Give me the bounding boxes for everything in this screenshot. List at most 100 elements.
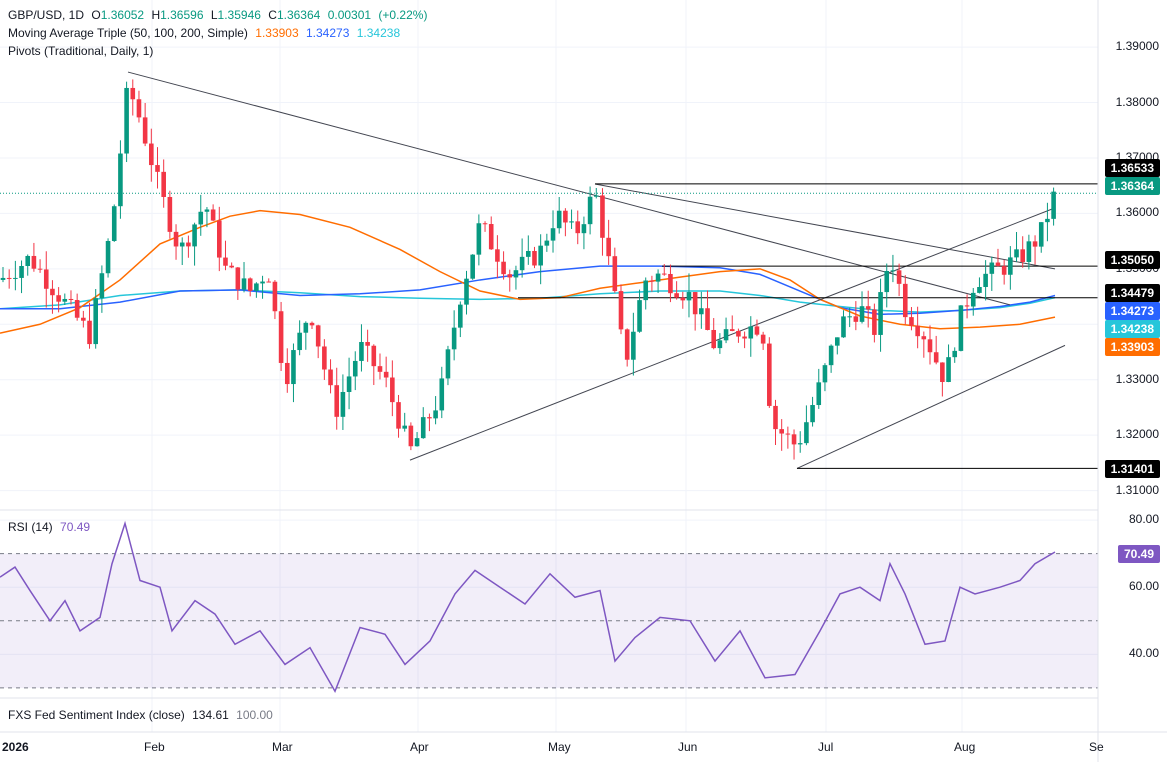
candle[interactable] [371,344,377,386]
candle[interactable] [334,367,340,430]
candle[interactable] [167,190,173,239]
candle[interactable] [377,353,383,380]
candle[interactable] [532,246,537,269]
candle[interactable] [284,348,290,393]
candle[interactable] [458,301,463,338]
candle[interactable] [74,293,80,321]
candle[interactable] [841,310,846,338]
candle[interactable] [915,306,920,349]
candle[interactable] [853,301,859,331]
candle[interactable] [241,262,247,293]
candle[interactable] [291,343,296,403]
candle[interactable] [865,290,871,328]
candle[interactable] [340,374,346,430]
candle[interactable] [810,396,815,427]
candle[interactable] [940,362,945,397]
candle[interactable] [742,331,747,349]
candle[interactable] [179,237,185,266]
candle[interactable] [902,275,908,325]
candle[interactable] [445,345,451,386]
candle[interactable] [408,422,414,451]
candle[interactable] [686,273,692,318]
candle[interactable] [37,259,43,273]
candle[interactable] [797,431,803,453]
candle[interactable] [470,254,475,280]
candle[interactable] [767,337,772,408]
candle[interactable] [668,264,673,303]
candle[interactable] [631,312,636,376]
candle[interactable] [600,188,605,256]
candle[interactable] [804,405,809,446]
candle[interactable] [828,344,834,373]
candle[interactable] [303,321,309,350]
candle[interactable] [278,301,284,372]
candle[interactable] [890,254,896,283]
candle[interactable] [204,207,210,228]
candle[interactable] [952,347,958,363]
candle[interactable] [964,294,970,319]
candle[interactable] [773,399,778,445]
candle[interactable] [970,287,976,316]
candle[interactable] [1032,235,1038,265]
candle[interactable] [322,339,327,380]
candle[interactable] [464,270,469,315]
candle[interactable] [847,307,852,328]
candle[interactable] [593,187,599,199]
candle[interactable] [556,196,562,234]
candle[interactable] [31,242,37,272]
candle[interactable] [433,396,438,425]
candle[interactable] [142,102,148,147]
candle[interactable] [43,251,49,308]
candle[interactable] [581,216,587,250]
candle[interactable] [612,247,618,293]
candle[interactable] [136,90,142,123]
candle[interactable] [149,128,154,182]
candle[interactable] [977,277,982,294]
candle[interactable] [859,291,865,324]
candle[interactable] [111,204,117,242]
candle[interactable] [25,254,31,276]
candle[interactable] [161,159,166,208]
candle[interactable] [661,264,667,276]
candle[interactable] [1026,234,1032,270]
candle[interactable] [643,277,649,310]
candle[interactable] [210,204,216,222]
candle[interactable] [420,407,426,439]
candle[interactable] [359,324,364,372]
candle[interactable] [909,307,914,331]
candle[interactable] [835,337,840,355]
candle[interactable] [198,194,204,236]
candle[interactable] [563,208,568,237]
candle[interactable] [785,426,791,449]
candle[interactable] [254,282,259,298]
candle[interactable] [414,432,420,447]
candle[interactable] [402,412,407,432]
candle[interactable] [297,320,302,356]
candle[interactable] [99,265,105,313]
candle[interactable] [124,81,129,163]
candle[interactable] [495,235,500,279]
candle[interactable] [62,293,68,305]
candle[interactable] [223,240,228,271]
candle[interactable] [451,310,457,361]
candle[interactable] [779,419,784,451]
candle[interactable] [791,429,797,460]
candle[interactable] [699,291,704,329]
candles[interactable] [0,79,1056,460]
candle[interactable] [538,234,543,285]
candle[interactable] [587,186,593,235]
candle[interactable] [946,344,951,383]
candle[interactable] [19,260,24,294]
candle[interactable] [235,267,241,300]
candle[interactable] [501,251,506,280]
candle[interactable] [736,328,741,343]
candle[interactable] [315,324,321,359]
candle[interactable] [482,221,488,232]
candle[interactable] [705,290,710,331]
candle[interactable] [575,210,581,245]
candle[interactable] [50,280,55,314]
candle[interactable] [649,275,655,292]
candle[interactable] [674,281,679,300]
candle[interactable] [396,394,401,438]
